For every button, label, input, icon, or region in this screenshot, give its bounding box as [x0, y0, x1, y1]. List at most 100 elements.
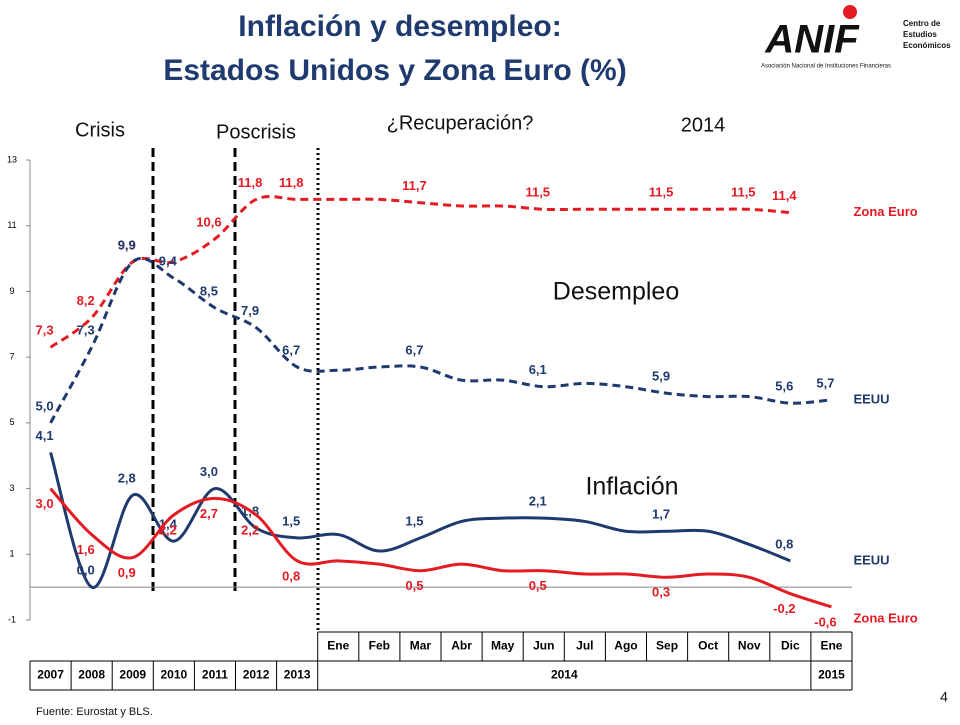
legend-label: Zona Euro	[853, 204, 917, 219]
y-tick-label: -1	[8, 614, 16, 624]
x-tick-label: Ene	[327, 639, 349, 653]
x-tick-label: Ago	[614, 639, 637, 653]
x-group-label: 2015	[818, 668, 845, 682]
data-label: 1,4	[159, 517, 178, 532]
data-label: 5,6	[775, 379, 793, 394]
legend-label: EEUU	[853, 391, 889, 406]
x-tick-label: Jun	[533, 639, 554, 653]
data-label: 0,5	[529, 578, 547, 593]
x-tick-label: 2008	[78, 668, 105, 682]
data-label: 11,5	[649, 185, 674, 200]
data-label: 2,2	[159, 522, 177, 537]
data-label: 3,0	[36, 496, 54, 511]
annotation: 2014	[681, 114, 726, 136]
x-tick-label: Ene	[820, 639, 842, 653]
data-label: 2,7	[200, 506, 218, 521]
data-label: 1,6	[77, 542, 95, 557]
data-label: 1,5	[282, 513, 300, 528]
data-label: 9,9	[118, 237, 136, 252]
x-tick-label: Sep	[656, 639, 678, 653]
x-tick-label: 2007	[37, 668, 64, 682]
chart-title: Inflación y desempleo:	[238, 10, 561, 43]
data-label: 4,1	[36, 428, 54, 443]
data-label: 5,7	[816, 375, 834, 390]
data-label: 2,2	[241, 522, 259, 537]
series-line	[49, 487, 832, 609]
y-tick-label: 5	[9, 417, 14, 427]
data-label: 6,7	[282, 342, 300, 357]
data-label: 0,8	[775, 536, 793, 551]
x-tick-label: Jul	[576, 639, 593, 653]
x-tick-label: Feb	[369, 639, 390, 653]
series-line	[49, 195, 791, 349]
annotation: ¿Recuperación?	[387, 112, 534, 134]
x-tick-label: 2013	[284, 668, 311, 682]
annotation: Desempleo	[553, 278, 679, 306]
series-line	[49, 451, 791, 589]
data-label: 8,2	[77, 293, 95, 308]
data-label: 6,7	[405, 342, 423, 357]
data-label: 11,5	[731, 185, 756, 200]
data-label: 0,5	[405, 578, 423, 593]
data-label: 11,7	[402, 178, 427, 193]
data-label: 11,4	[772, 188, 797, 203]
x-group-label: 2014	[551, 668, 578, 682]
y-tick-label: 1	[9, 549, 14, 559]
legend-label: EEUU	[853, 552, 889, 567]
data-label: 9,9	[118, 237, 136, 252]
logo-tagline: Asociación Nacional de Instituciones Fin…	[761, 64, 891, 70]
logo-unit: Económicos	[903, 41, 951, 50]
data-label: 11,5	[525, 185, 550, 200]
data-label: 11,8	[279, 175, 304, 190]
data-label: 0,9	[118, 565, 136, 580]
annotation: Poscrisis	[216, 121, 296, 143]
x-tick-label: 2009	[119, 668, 146, 682]
annotation: Crisis	[75, 119, 125, 141]
y-tick-label: 13	[7, 154, 17, 164]
y-tick-label: 9	[9, 286, 14, 296]
legend-label: Zona Euro	[853, 610, 917, 625]
data-label: 0,3	[652, 585, 670, 600]
data-label: 0,8	[282, 568, 300, 583]
data-label: 3,0	[200, 464, 218, 479]
data-label: 7,3	[36, 323, 54, 338]
data-label: 7,3	[77, 323, 95, 338]
series-line	[49, 257, 832, 424]
logo-unit: Centro de	[903, 19, 941, 28]
logo-unit: Estudios	[903, 30, 937, 39]
x-tick-label: Mar	[410, 639, 432, 653]
data-label: 5,9	[652, 369, 670, 384]
x-tick-label: 2011	[202, 668, 228, 682]
data-label: 0,0	[77, 563, 95, 578]
data-label: 8,5	[200, 283, 218, 298]
data-label: 10,6	[196, 214, 221, 229]
logo-dot	[843, 5, 857, 19]
y-tick-label: 3	[9, 483, 14, 493]
source-note: Fuente: Eurostat y BLS.	[36, 706, 153, 718]
x-tick-label: May	[491, 639, 515, 653]
data-label: 7,9	[241, 303, 259, 318]
x-tick-label: Nov	[738, 639, 761, 653]
annotation: Inflación	[585, 473, 678, 501]
data-label: 5,0	[36, 398, 54, 413]
page-number: 4	[940, 689, 948, 705]
data-label: 2,8	[118, 471, 136, 486]
data-label: 2,1	[529, 494, 547, 509]
data-label: 11,8	[238, 175, 263, 190]
data-label: 1,7	[652, 507, 670, 522]
chart-subtitle: Estados Unidos y Zona Euro (%)	[163, 54, 626, 87]
y-tick-label: 7	[9, 352, 14, 362]
x-tick-label: 2012	[243, 668, 270, 682]
logo: ANIF Centro de Estudios Económicos Asoci…	[761, 5, 951, 70]
y-tick-label: 11	[7, 220, 16, 230]
data-label: -0,6	[814, 614, 836, 629]
data-label: 6,1	[529, 362, 547, 377]
data-label: 1,5	[405, 513, 423, 528]
x-tick-label: Oct	[698, 639, 718, 653]
x-tick-label: 2010	[160, 668, 187, 682]
data-label: -0,2	[773, 601, 795, 616]
x-tick-label: Dic	[781, 639, 800, 653]
logo-name: ANIF	[764, 18, 860, 62]
